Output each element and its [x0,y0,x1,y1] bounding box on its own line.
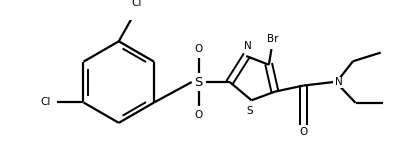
Text: N: N [244,41,252,51]
Text: N: N [335,77,343,87]
Text: S: S [194,76,203,89]
Text: Cl: Cl [40,98,51,107]
Text: S: S [247,106,253,116]
Text: Br: Br [268,34,279,44]
Text: O: O [299,127,308,137]
Text: O: O [194,44,203,54]
Text: O: O [194,110,203,120]
Text: Cl: Cl [131,0,141,8]
